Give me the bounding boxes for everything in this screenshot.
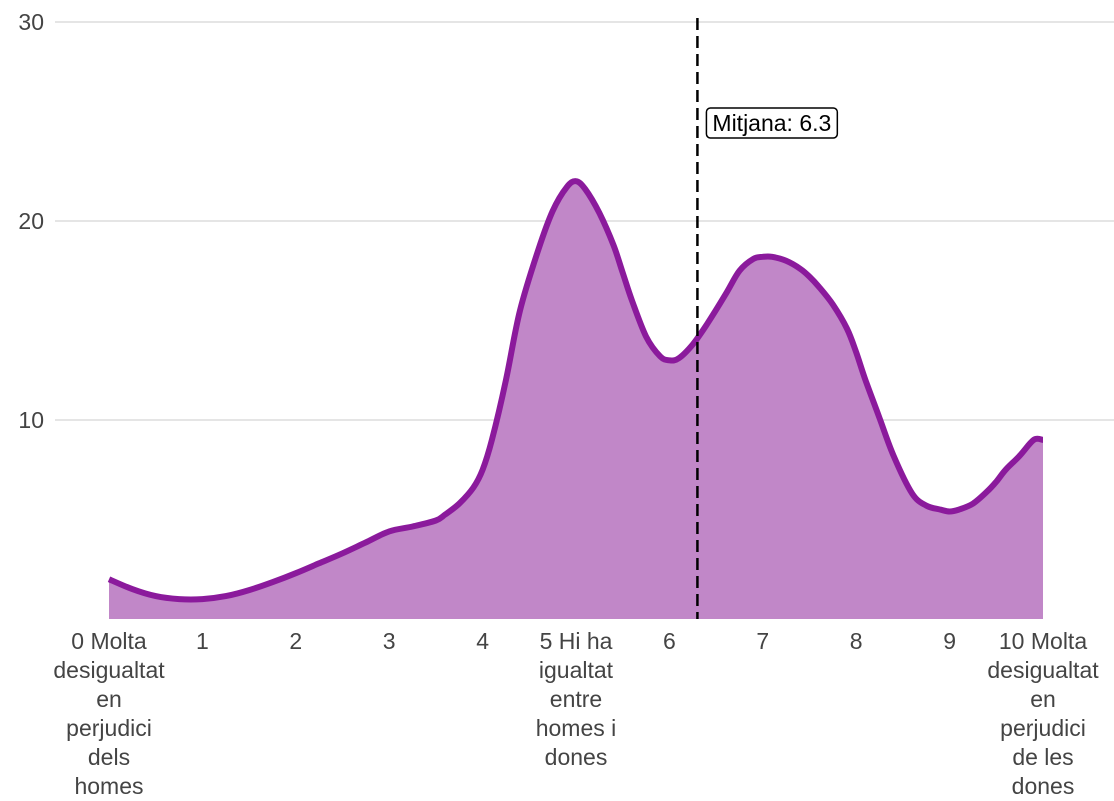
x-tick-label: 7 (756, 628, 769, 654)
y-tick-label: 20 (18, 208, 44, 234)
mean-label-box (705, 107, 839, 139)
x-tick-label-line: perjudici (66, 715, 152, 741)
x-tick-label: 9 (943, 628, 956, 654)
y-axis-tick-labels: 10 20 30 (18, 9, 44, 433)
density-line (107, 178, 1044, 603)
x-tick-label-line: 1 (196, 628, 209, 654)
x-tick-label-line: dones (1012, 773, 1075, 799)
x-tick-label-line: homes (74, 773, 143, 799)
x-tick-label: 0 Molta desigualtat en perjudici dels homes (53, 628, 165, 799)
mean-label: Mitjana: 6.3 (705, 107, 839, 139)
x-tick-label-line: 8 (850, 628, 863, 654)
x-tick-label-line: desigualtat (987, 657, 1099, 683)
x-tick-label: 6 (663, 628, 676, 654)
x-axis-tick-labels: 0 Molta desigualtat en perjudici dels homes 1 2… (53, 628, 1099, 799)
x-tick-label-line: 0 Molta (71, 628, 147, 654)
x-tick-label-line: 4 (476, 628, 489, 654)
x-tick-label-line: 9 (943, 628, 956, 654)
x-tick-label-line: 2 (289, 628, 302, 654)
x-tick-label: 10 Molta desigualtat en perjudici de les done… (987, 628, 1099, 799)
mean-label-text: Mitjana: 6.3 (712, 110, 831, 136)
x-tick-label-line: 7 (756, 628, 769, 654)
x-tick-label-line: dels (88, 744, 130, 770)
x-tick-label-line: entre (550, 686, 602, 712)
x-tick-label-line: igualtat (539, 657, 614, 683)
y-tick-label: 30 (18, 9, 44, 35)
density-area (109, 181, 1043, 619)
x-tick-label-line: 3 (383, 628, 396, 654)
x-tick-label: 8 (850, 628, 863, 654)
y-tick-label: 10 (18, 407, 44, 433)
x-tick-label-line: en (96, 686, 122, 712)
x-tick-label-line: de les (1012, 744, 1073, 770)
x-tick-label: 5 Hi ha igualtat entre homes i dones (536, 628, 617, 770)
x-tick-label-line: 5 Hi ha (540, 628, 613, 654)
x-tick-label-line: perjudici (1000, 715, 1086, 741)
x-tick-label-line: en (1030, 686, 1056, 712)
x-tick-label-line: dones (545, 744, 608, 770)
x-tick-label-line: 10 Molta (999, 628, 1087, 654)
x-tick-label-line: desigualtat (53, 657, 165, 683)
x-tick-label-line: homes i (536, 715, 617, 741)
x-tick-label: 3 (383, 628, 396, 654)
x-tick-label: 4 (476, 628, 489, 654)
x-tick-label: 2 (289, 628, 302, 654)
x-tick-label: 1 (196, 628, 209, 654)
x-tick-label-line: 6 (663, 628, 676, 654)
